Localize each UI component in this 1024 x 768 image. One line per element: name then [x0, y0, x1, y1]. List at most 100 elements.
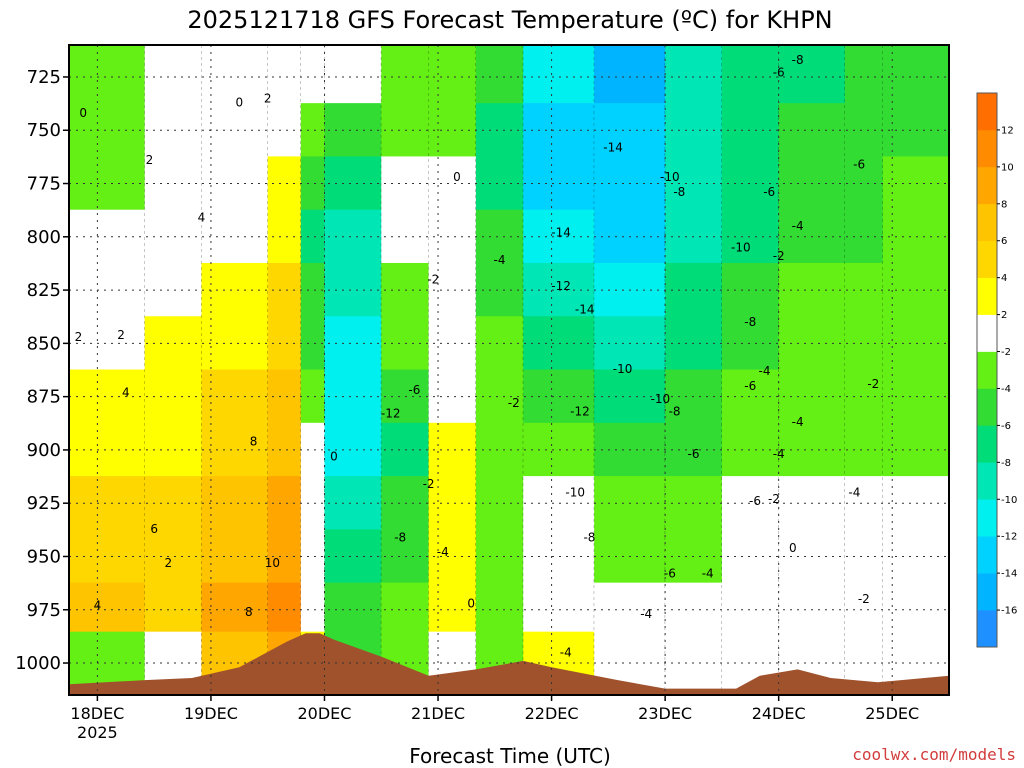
temperature-cell-5-4	[324, 422, 382, 477]
contour-label-24: 0	[467, 596, 475, 610]
temperature-cell-15-2	[882, 528, 949, 583]
temperature-cell-6-10	[381, 102, 430, 157]
temperature-cell-1-8	[144, 209, 203, 263]
terrain-layer	[69, 633, 949, 695]
contour-label-8: 6	[150, 522, 158, 536]
temperature-cell-10-10	[594, 102, 666, 157]
temperature-cell-9-1	[523, 582, 595, 632]
temperature-cell-0-11	[69, 45, 146, 104]
temperature-cell-5-8	[324, 209, 382, 263]
temperature-cell-11-6	[665, 315, 723, 370]
colorbar-swatch-2	[977, 536, 997, 574]
temperature-cell-4-11	[300, 45, 326, 104]
x-tick-label-4: 22DEC	[525, 704, 579, 723]
temperature-cell-12-4	[721, 422, 780, 477]
temperature-cell-5-3	[324, 475, 382, 530]
contour-label-46: -10	[731, 240, 751, 254]
temperature-cell-4-5	[300, 368, 326, 423]
y-tick-label-5: 850	[27, 333, 61, 354]
temperature-cell-0-10	[69, 102, 146, 157]
colorbar-label-0: -16	[1001, 606, 1017, 617]
temperature-cell-10-3	[594, 475, 666, 530]
contour-label-9: 2	[165, 556, 173, 570]
contour-label-17: -4	[494, 253, 506, 267]
temperature-cell-3-2	[267, 528, 302, 583]
temperature-cell-7-1	[428, 582, 477, 632]
temperature-cell-10-1	[594, 582, 666, 632]
contour-label-25: -4	[560, 645, 572, 659]
temperature-cell-1-9	[144, 155, 203, 210]
chart-title: 2025121718 GFS Forecast Temperature (ºC)…	[187, 6, 832, 34]
temperature-cell-15-11	[882, 45, 949, 104]
temperature-cell-1-3	[144, 475, 203, 530]
temperature-cell-10-2	[594, 528, 666, 583]
temperature-cell-15-9	[882, 155, 949, 210]
temperature-cell-12-5	[721, 368, 780, 423]
credit-link[interactable]: coolwx.com/models	[852, 745, 1016, 764]
temperature-cell-12-7	[721, 262, 780, 317]
temperature-cell-14-4	[844, 422, 884, 477]
temperature-cell-4-10	[300, 102, 326, 157]
contour-label-47: -8	[744, 315, 756, 329]
temperature-cell-6-11	[381, 45, 430, 104]
y-tick-label-11: 1000	[15, 653, 61, 674]
temperature-cell-9-3	[523, 475, 595, 530]
temperature-cell-6-4	[381, 422, 430, 477]
temperature-cell-6-8	[381, 209, 430, 263]
temperature-cell-6-6	[381, 315, 430, 370]
colorbar-swatch-10	[977, 240, 997, 278]
temperature-cell-14-11	[844, 45, 884, 104]
temperature-cell-11-5	[665, 368, 723, 423]
temperature-cell-10-11	[594, 45, 666, 104]
temperature-cell-11-4	[665, 422, 723, 477]
colorbar-label-9: 4	[1001, 273, 1007, 284]
contour-label-20: -2	[423, 477, 435, 491]
colorbar-label-8: 2	[1001, 310, 1007, 321]
contour-label-27: -14	[551, 226, 571, 240]
temperature-cell-7-9	[428, 155, 477, 210]
temperature-cell-8-10	[475, 102, 524, 157]
contour-label-58: -2	[858, 592, 870, 606]
contour-label-39: -4	[702, 567, 714, 581]
temperature-cell-9-11	[523, 45, 595, 104]
temperature-cell-3-6	[267, 315, 302, 370]
contour-label-23: -2	[508, 396, 520, 410]
contour-label-32: -10	[651, 392, 671, 406]
temperature-cell-8-8	[475, 209, 524, 263]
temperature-cell-1-4	[144, 422, 203, 477]
temperature-cell-10-4	[594, 422, 666, 477]
temperature-cell-15-1	[882, 582, 949, 632]
temperature-cell-7-6	[428, 315, 477, 370]
temperature-cell-10-9	[594, 155, 666, 210]
colorbar-label-6: -4	[1001, 384, 1011, 395]
contour-label-45: -6	[853, 157, 865, 171]
temperature-cell-11-7	[665, 262, 723, 317]
temperature-cell-2-3	[201, 475, 269, 530]
temperature-cell-7-3	[428, 475, 477, 530]
temperature-cell-8-7	[475, 262, 524, 317]
temperature-cell-11-3	[665, 475, 723, 530]
temperature-cell-6-3	[381, 475, 430, 530]
temperature-cell-12-9	[721, 155, 780, 210]
temperature-cell-5-10	[324, 102, 382, 157]
temperature-cell-5-9	[324, 155, 382, 210]
temperature-cell-9-4	[523, 422, 595, 477]
temperature-cell-13-10	[778, 102, 846, 157]
temperature-cell-10-7	[594, 262, 666, 317]
temperature-cell-13-8	[778, 209, 846, 263]
temperature-cell-12-1	[721, 582, 780, 632]
colorbar-swatch-3	[977, 499, 997, 537]
contour-label-31: -12	[570, 405, 590, 419]
x-tick-label-2: 20DEC	[297, 704, 351, 723]
y-tick-label-9: 950	[27, 546, 61, 567]
temperature-cell-0-7	[69, 262, 146, 317]
colorbar-swatch-0	[977, 610, 997, 648]
temperature-cell-7-10	[428, 102, 477, 157]
contour-label-10: 4	[94, 598, 102, 612]
temperature-cell-14-3	[844, 475, 884, 530]
temperature-cell-10-5	[594, 368, 666, 423]
temperature-cell-9-8	[523, 209, 595, 263]
temperature-cell-0-8	[69, 209, 146, 263]
temperature-cell-11-10	[665, 102, 723, 157]
